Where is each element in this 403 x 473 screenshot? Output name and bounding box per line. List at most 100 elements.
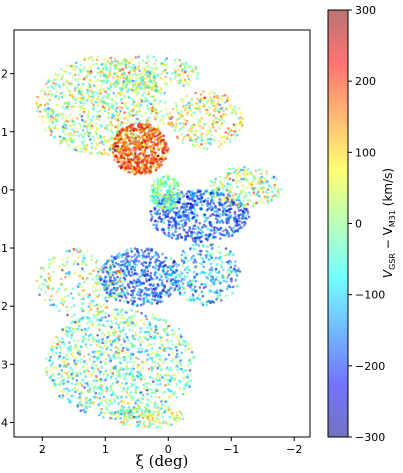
data-point [86,295,90,299]
data-point [155,138,158,141]
data-point [125,126,129,129]
data-point [253,175,256,178]
data-point [263,176,267,180]
data-point [52,373,55,376]
data-point [162,151,165,154]
data-point [214,267,218,271]
data-point [217,145,221,148]
data-point [84,147,87,150]
data-point [140,126,143,129]
data-point [195,232,199,235]
data-point [163,260,166,263]
data-point [57,97,60,100]
data-point [159,382,162,386]
data-point [233,133,236,136]
data-point [114,330,117,334]
data-point [217,110,221,114]
data-point [87,116,90,120]
data-point [89,390,93,394]
data-point [68,138,71,141]
data-point [60,301,63,305]
data-point [206,108,209,112]
data-point [120,72,124,76]
data-point [121,382,124,385]
data-point [118,76,121,79]
data-point [125,115,128,118]
data-point [115,72,119,75]
data-point [152,265,155,269]
data-point [156,148,159,152]
data-point [230,279,233,283]
data-point [222,268,225,272]
data-point [121,284,124,287]
data-point [98,89,102,93]
data-point [137,260,141,263]
data-point [63,295,67,299]
data-point [80,115,84,118]
data-point [152,104,155,107]
data-point [189,109,193,112]
data-point [210,268,214,272]
data-point [134,391,138,394]
data-point [176,183,180,186]
data-point [171,377,174,380]
data-point [175,188,179,191]
data-point [77,285,80,289]
data-point [198,107,201,111]
data-point [224,131,227,134]
data-point [161,252,164,256]
data-point [154,117,157,121]
data-point [220,260,224,264]
data-point [206,129,209,133]
data-point [264,181,268,185]
data-point [152,223,155,227]
data-point [147,255,151,258]
data-point [235,193,238,197]
data-point [99,92,103,95]
data-point [238,223,241,226]
data-point [65,86,69,90]
data-point [232,232,235,235]
data-point [186,190,190,193]
data-point [141,76,145,79]
data-point [127,61,131,65]
data-point [270,199,273,202]
data-point [218,107,222,111]
data-point [138,336,142,339]
data-point [121,67,125,71]
data-point [156,319,160,322]
data-point [203,213,206,216]
data-point [123,62,126,66]
data-point [172,234,176,237]
data-point [73,138,76,141]
data-point [179,293,183,296]
data-point [160,196,163,200]
data-point [149,137,152,141]
data-point [144,76,147,80]
data-point [105,306,109,309]
data-point [71,75,75,78]
data-point [160,283,163,287]
data-point [153,295,157,299]
data-point [242,210,245,213]
data-point [242,199,245,202]
data-point [181,141,185,144]
data-point [101,153,105,156]
data-point [135,171,138,175]
data-point [223,199,226,203]
data-point [199,262,202,265]
data-point [179,380,182,384]
data-point [136,399,140,402]
data-point [108,368,112,372]
data-point [115,102,118,105]
data-point [127,158,131,162]
data-point [202,193,205,196]
data-point [121,82,125,86]
data-point [227,234,231,238]
data-point [200,301,203,304]
data-point [125,141,129,144]
data-point [72,140,75,143]
data-point [178,193,182,196]
data-point [158,187,162,190]
data-point [133,127,137,131]
